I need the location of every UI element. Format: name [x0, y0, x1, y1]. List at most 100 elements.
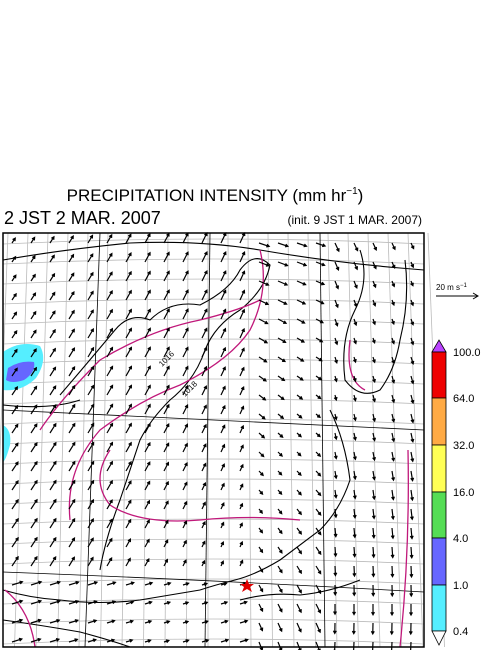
wind-arrow	[30, 348, 37, 358]
wind-arrow	[372, 375, 376, 384]
wind-arrow	[391, 394, 396, 404]
coastlines	[2, 241, 425, 648]
wind-arrow	[125, 619, 135, 624]
wind-arrow	[296, 565, 302, 575]
wind-arrow	[296, 603, 302, 614]
wind-arrow	[296, 622, 302, 633]
wind-arrow	[296, 584, 302, 594]
wind-arrow	[144, 289, 151, 301]
wind-arrow	[163, 519, 169, 529]
wind-arrow	[163, 639, 171, 644]
wind-arrow	[106, 537, 113, 548]
wind-arrow	[390, 546, 395, 559]
wind-arrow	[182, 442, 188, 453]
wind-arrow	[334, 356, 338, 364]
wind-arrow	[201, 346, 208, 358]
wind-arrow	[30, 310, 37, 320]
wind-arrow	[334, 280, 340, 290]
wind-arrow	[371, 565, 376, 578]
wind-arrow	[372, 280, 377, 289]
wind-arrow	[30, 273, 36, 282]
wind-arrow	[106, 581, 117, 586]
wind-arrow	[106, 600, 117, 605]
wind-arrow	[315, 242, 327, 248]
parallel	[2, 438, 425, 445]
meridian	[227, 232, 230, 648]
wind-arrow	[371, 337, 376, 344]
wind-scale: 20 m s−1	[436, 283, 479, 300]
wind-arrow	[410, 470, 415, 482]
wind-arrow	[144, 461, 151, 472]
wind-arrow	[30, 498, 38, 510]
wind-arrow	[315, 413, 321, 419]
wind-arrow	[220, 619, 229, 624]
wind-arrow	[371, 584, 376, 597]
wind-arrow	[239, 522, 243, 529]
wind-arrow	[125, 557, 131, 567]
wind-arrow	[87, 498, 95, 510]
wind-arrow	[239, 502, 244, 510]
wind-arrow	[49, 460, 57, 472]
wind-arrow	[220, 270, 227, 282]
wind-arrow	[11, 292, 17, 301]
wind-arrow	[30, 580, 43, 586]
wind-arrow	[220, 385, 226, 396]
wind-arrow	[87, 638, 97, 643]
wind-arrow	[49, 385, 57, 396]
wind-arrow	[277, 508, 283, 515]
wind-arrow	[296, 299, 307, 305]
wind-arrow	[352, 527, 357, 539]
wind-arrow	[315, 565, 322, 575]
wind-arrow	[409, 546, 414, 559]
wind-arrow	[163, 327, 170, 339]
wind-arrow	[49, 498, 57, 510]
wind-arrow	[391, 413, 396, 423]
wind-arrow	[352, 584, 357, 597]
wind-arrow	[11, 580, 24, 586]
wind-arrow	[201, 520, 206, 529]
wind-arrow	[30, 599, 43, 605]
wind-arrow	[30, 404, 38, 415]
wind-arrow	[390, 508, 395, 521]
wind-arrow	[409, 527, 414, 540]
wind-arrow	[296, 394, 304, 400]
wind-arrow	[277, 584, 283, 594]
wind-arrow	[277, 489, 283, 496]
wind-arrow	[277, 375, 286, 382]
wind-arrow	[106, 518, 113, 529]
wind-arrow	[49, 310, 56, 320]
wind-arrow	[201, 462, 207, 472]
wind-arrow	[30, 292, 37, 301]
wind-arrow	[409, 565, 414, 579]
wind-arrow	[163, 251, 170, 263]
wind-arrow	[239, 308, 246, 320]
wind-arrow	[277, 622, 283, 633]
wind-arrow	[201, 327, 208, 339]
wind-arrow	[258, 375, 267, 382]
wind-arrow	[333, 603, 337, 616]
wind-arrow	[68, 272, 75, 282]
parallel	[2, 258, 425, 265]
wind-arrow	[239, 559, 244, 567]
wind-arrow	[334, 318, 339, 327]
wind-arrow	[30, 536, 38, 548]
wind-arrow	[296, 546, 302, 555]
wind-arrow	[315, 318, 325, 324]
wind-arrow	[258, 603, 264, 613]
wind-arrow	[182, 346, 189, 358]
wind-arrow	[106, 460, 113, 472]
wind-arrow	[68, 235, 74, 244]
wind-arrow	[49, 291, 56, 301]
wind-arrow	[106, 327, 113, 339]
wind-arrow	[258, 527, 264, 534]
wind-arrow	[144, 365, 151, 377]
wind-arrow	[220, 366, 226, 377]
wind-arrow	[125, 638, 134, 643]
wind-arrow	[296, 470, 302, 477]
wind-arrow	[201, 251, 208, 263]
wind-arrow	[220, 600, 229, 605]
wind-arrow	[391, 318, 395, 326]
meridian	[14, 232, 29, 648]
wind-arrow	[201, 582, 209, 587]
wind-arrow	[11, 237, 16, 244]
